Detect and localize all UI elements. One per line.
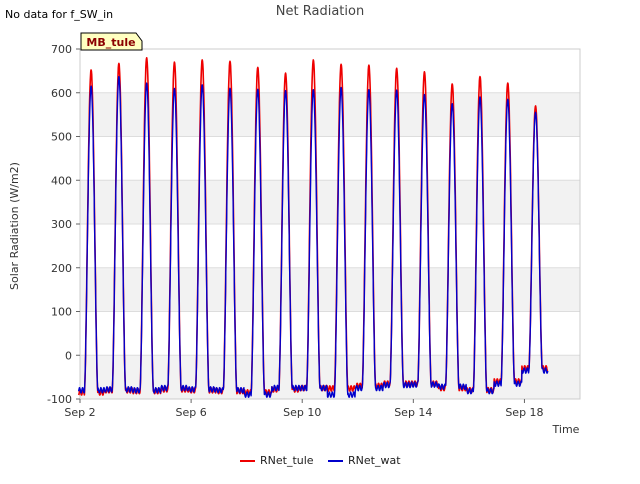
y-tick-label: 700 (51, 43, 72, 56)
x-tick-label: Sep 6 (175, 406, 206, 419)
site-badge-label: MB_tule (86, 36, 135, 49)
legend: RNet_tule RNet_wat (240, 454, 401, 467)
y-tick-label: 200 (51, 262, 72, 275)
plot-band (80, 49, 580, 93)
chart-title: Net Radiation (276, 4, 364, 19)
y-axis-label: Solar Radiation (W/m2) (8, 162, 21, 290)
plot-band (80, 92, 580, 137)
legend-label-rnet-tule: RNet_tule (260, 454, 314, 467)
plot-band (80, 136, 580, 181)
y-tick-label: 0 (65, 349, 72, 362)
plot-band (80, 267, 580, 312)
y-tick-label: -100 (47, 393, 72, 406)
legend-label-rnet-wat: RNet_wat (348, 454, 401, 467)
x-axis-label: Time (552, 423, 580, 436)
site-badge: MB_tule (80, 32, 143, 51)
x-tick-label: Sep 10 (283, 406, 321, 419)
x-tick-label: Sep 14 (394, 406, 432, 419)
site-badge-box (80, 32, 143, 51)
y-tick-label: 400 (51, 174, 72, 187)
plot-band (80, 180, 580, 224)
y-tick-label: 600 (51, 87, 72, 100)
y-tick-label: 300 (51, 218, 72, 231)
no-data-message: No data for f_SW_in (5, 8, 114, 21)
x-tick-label: Sep 2 (64, 406, 95, 419)
plot-band (80, 311, 580, 356)
x-tick-label: Sep 18 (505, 406, 543, 419)
plot-band (80, 224, 580, 268)
y-tick-label: 500 (51, 131, 72, 144)
y-tick-label: 100 (51, 306, 72, 319)
series-line-rnet-wat (77, 75, 549, 398)
